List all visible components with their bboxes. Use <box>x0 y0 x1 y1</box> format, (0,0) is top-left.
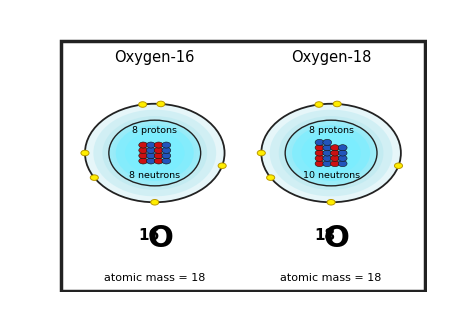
Ellipse shape <box>109 120 201 186</box>
Circle shape <box>315 139 324 145</box>
Ellipse shape <box>113 123 197 183</box>
Circle shape <box>323 150 332 156</box>
Circle shape <box>146 153 155 159</box>
Ellipse shape <box>301 132 361 174</box>
Circle shape <box>151 199 159 205</box>
Circle shape <box>266 175 275 180</box>
Circle shape <box>338 155 347 161</box>
Circle shape <box>330 150 339 156</box>
Circle shape <box>323 145 332 151</box>
Circle shape <box>146 147 155 154</box>
Circle shape <box>162 153 171 159</box>
Circle shape <box>162 142 171 148</box>
Ellipse shape <box>270 110 392 196</box>
Ellipse shape <box>261 104 401 202</box>
Circle shape <box>90 175 99 180</box>
Ellipse shape <box>102 116 207 190</box>
Circle shape <box>257 150 265 156</box>
Circle shape <box>81 150 89 156</box>
Circle shape <box>139 153 147 159</box>
Circle shape <box>330 161 339 167</box>
Ellipse shape <box>279 116 383 190</box>
Ellipse shape <box>116 125 194 181</box>
Text: O: O <box>147 224 173 253</box>
Circle shape <box>315 145 324 151</box>
Circle shape <box>327 199 335 205</box>
Circle shape <box>146 142 155 148</box>
Circle shape <box>330 155 339 161</box>
Ellipse shape <box>85 104 225 202</box>
Circle shape <box>315 155 324 161</box>
Ellipse shape <box>93 110 216 196</box>
Ellipse shape <box>289 123 373 183</box>
Circle shape <box>154 153 163 159</box>
Text: O: O <box>324 224 350 253</box>
Ellipse shape <box>292 125 370 181</box>
Circle shape <box>338 161 347 167</box>
Text: 8 protons: 8 protons <box>132 126 177 134</box>
Circle shape <box>315 150 324 156</box>
Text: atomic mass = 18: atomic mass = 18 <box>104 273 205 283</box>
Ellipse shape <box>285 120 377 186</box>
Circle shape <box>139 142 147 148</box>
Circle shape <box>323 155 332 161</box>
Circle shape <box>315 161 324 167</box>
Circle shape <box>323 139 332 145</box>
Circle shape <box>146 158 155 164</box>
Circle shape <box>218 163 226 169</box>
Text: 18: 18 <box>315 228 336 243</box>
Circle shape <box>394 163 402 169</box>
Circle shape <box>323 161 332 167</box>
Circle shape <box>154 142 163 148</box>
Circle shape <box>338 150 347 156</box>
Circle shape <box>338 145 347 151</box>
Circle shape <box>330 145 339 151</box>
Circle shape <box>157 101 165 107</box>
Circle shape <box>138 102 146 107</box>
Circle shape <box>154 147 163 154</box>
Circle shape <box>154 158 163 164</box>
Circle shape <box>139 158 147 164</box>
FancyBboxPatch shape <box>61 41 425 291</box>
Text: 10 neutrons: 10 neutrons <box>302 172 360 180</box>
Circle shape <box>162 158 171 164</box>
Text: 8 neutrons: 8 neutrons <box>129 172 180 180</box>
Text: Oxygen-18: Oxygen-18 <box>291 50 371 65</box>
Ellipse shape <box>125 132 184 174</box>
Circle shape <box>315 102 323 107</box>
Circle shape <box>162 147 171 154</box>
Text: 16: 16 <box>138 228 159 243</box>
Text: Oxygen-16: Oxygen-16 <box>115 50 195 65</box>
Circle shape <box>139 147 147 154</box>
Circle shape <box>333 101 341 107</box>
Text: atomic mass = 18: atomic mass = 18 <box>281 273 382 283</box>
Text: 8 protons: 8 protons <box>309 126 354 134</box>
